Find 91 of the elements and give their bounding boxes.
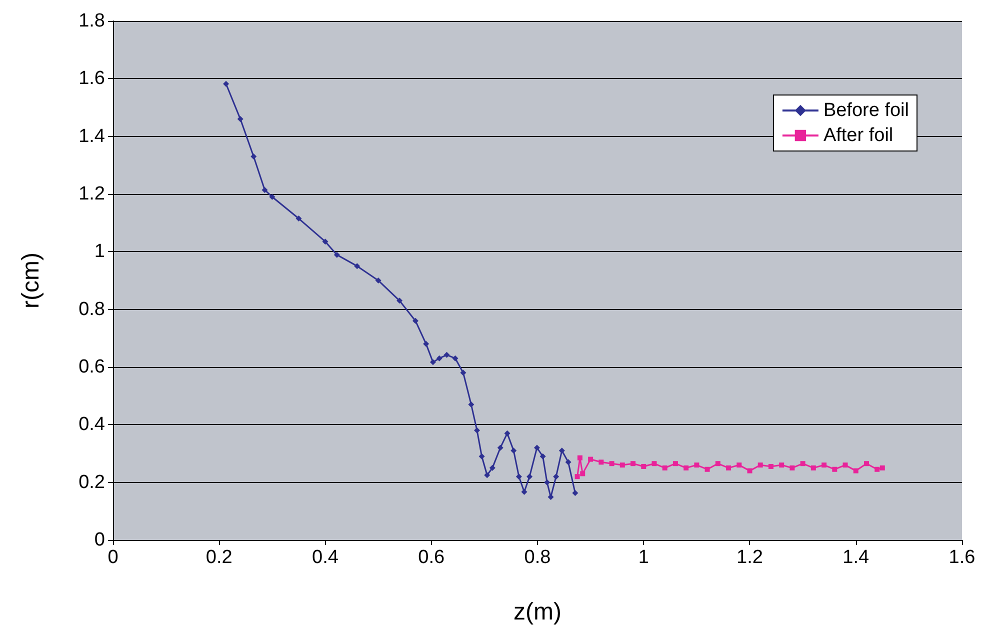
point <box>262 186 268 193</box>
point <box>662 465 668 470</box>
point <box>223 80 230 87</box>
point <box>237 116 244 122</box>
point <box>574 474 580 480</box>
y-tick-label: 1.2 <box>78 184 105 204</box>
point <box>484 472 490 478</box>
point <box>430 359 436 366</box>
legend-label: Before foil <box>823 100 909 121</box>
point <box>800 461 806 466</box>
point <box>758 462 763 468</box>
point <box>790 465 795 470</box>
point <box>553 474 560 480</box>
y-tick-label: 1.6 <box>78 68 105 90</box>
x-tick-label: 0.4 <box>312 547 339 568</box>
point <box>588 456 594 462</box>
point <box>880 465 885 470</box>
x-tick-label: 1 <box>638 547 649 568</box>
point <box>474 427 480 434</box>
point <box>822 462 827 468</box>
point <box>577 455 582 460</box>
point <box>652 461 657 466</box>
x-tick-label: 0 <box>108 547 118 568</box>
point <box>565 459 572 466</box>
point <box>396 298 403 304</box>
point <box>250 154 257 160</box>
point <box>375 278 382 284</box>
point <box>779 462 784 468</box>
point <box>694 462 700 468</box>
point <box>534 444 540 451</box>
x-tick-label: 0.8 <box>524 547 551 568</box>
point <box>630 461 636 466</box>
y-tick-label: 0.2 <box>78 472 105 493</box>
y-tick-label: 0.6 <box>78 356 105 378</box>
y-tick-label: 0.4 <box>78 414 106 436</box>
point <box>641 464 646 469</box>
point <box>444 352 450 358</box>
point <box>504 430 510 436</box>
point <box>526 474 533 480</box>
point <box>468 401 474 408</box>
point <box>864 461 869 466</box>
point <box>497 444 504 451</box>
x-tick-label: 1.2 <box>736 547 763 568</box>
point <box>334 252 340 258</box>
y-axis-title: r(cm) <box>18 252 44 308</box>
point <box>412 318 418 324</box>
point <box>684 465 689 470</box>
legend-label: After foil <box>823 125 894 146</box>
point <box>423 340 430 347</box>
x-axis-title: z(m) <box>514 598 562 626</box>
point <box>460 370 466 376</box>
point <box>544 479 550 486</box>
x-tick-label: 0.2 <box>206 547 232 568</box>
point <box>620 462 625 468</box>
y-tick-label: 1.4 <box>78 126 106 147</box>
point <box>436 355 442 362</box>
point <box>452 355 458 362</box>
point <box>672 461 678 466</box>
y-tick-label: 1 <box>94 241 105 262</box>
point <box>489 464 496 471</box>
point <box>572 490 578 496</box>
point <box>322 238 328 245</box>
point <box>269 194 276 200</box>
point <box>726 465 732 470</box>
point <box>853 468 858 474</box>
point <box>558 448 565 454</box>
x-tick-label: 1.6 <box>948 547 976 568</box>
point <box>478 453 485 460</box>
point <box>715 461 720 466</box>
point <box>598 460 604 465</box>
point <box>540 453 546 460</box>
point <box>832 466 838 472</box>
point <box>516 474 522 480</box>
point <box>704 466 710 472</box>
point <box>810 465 816 470</box>
y-tick-label: 0.8 <box>78 298 105 320</box>
point <box>580 471 586 476</box>
point <box>736 462 742 468</box>
point <box>609 461 614 466</box>
point <box>354 263 360 270</box>
point <box>842 462 848 468</box>
x-tick-label: 0.6 <box>418 547 445 568</box>
point <box>874 466 880 472</box>
x-tick-label: 1.4 <box>842 547 870 568</box>
y-tick-label: 1.8 <box>78 10 105 32</box>
point <box>510 448 517 454</box>
point <box>296 216 302 222</box>
point <box>521 488 528 495</box>
point <box>768 464 774 469</box>
y-tick-label: 0 <box>94 530 105 550</box>
point <box>747 468 752 474</box>
